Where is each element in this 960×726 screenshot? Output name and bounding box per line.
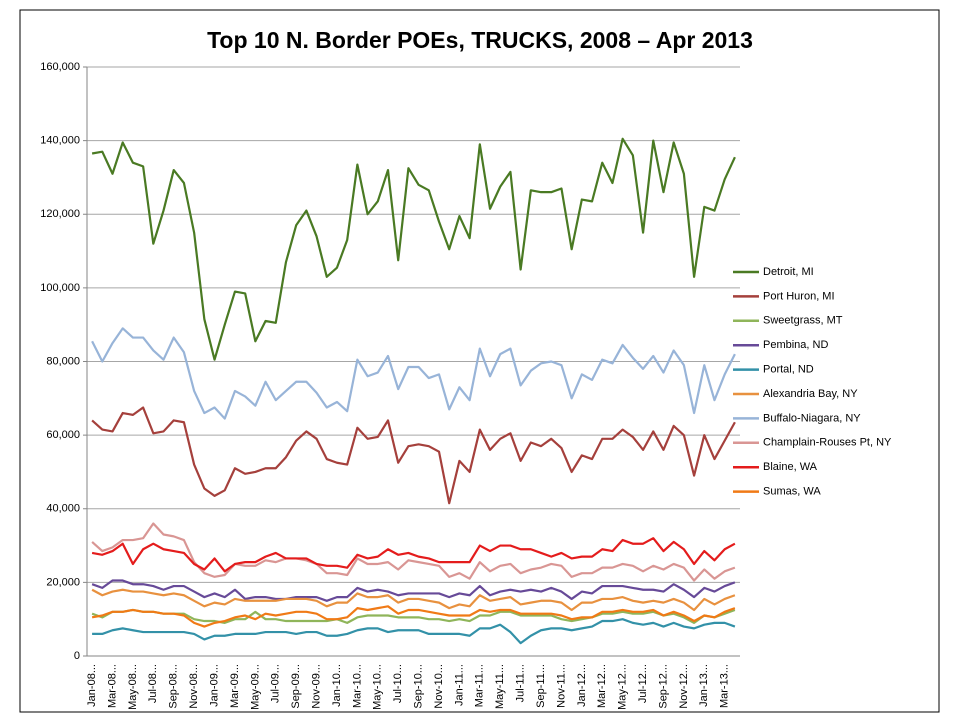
x-tick-label: Jul-10... bbox=[392, 664, 404, 703]
x-tick-label: Mar-11... bbox=[474, 664, 486, 707]
x-tick-label: May-11... bbox=[494, 664, 506, 709]
series-line bbox=[91, 608, 736, 624]
series-line bbox=[91, 327, 736, 420]
x-tick-label: Sep-09... bbox=[290, 664, 302, 709]
y-tick-label: 140,000 bbox=[40, 135, 80, 147]
series-line bbox=[91, 522, 736, 582]
x-tick-label: Sep-10... bbox=[413, 664, 425, 709]
legend-label: Champlain-Rouses Pt, NY bbox=[763, 437, 892, 449]
y-tick-label: 80,000 bbox=[46, 355, 80, 367]
x-tick-label: Mar-13... bbox=[719, 664, 731, 708]
y-tick-label: 40,000 bbox=[46, 503, 80, 515]
x-tick-label: Jan-13... bbox=[698, 664, 710, 707]
x-tick-label: Jan-09... bbox=[208, 664, 220, 707]
chart-title: Top 10 N. Border POEs, TRUCKS, 2008 – Ap… bbox=[207, 27, 753, 53]
y-tick-label: 100,000 bbox=[40, 282, 80, 294]
x-tick-label: May-10... bbox=[372, 664, 384, 710]
x-tick-label: Mar-09... bbox=[229, 664, 241, 708]
series-line bbox=[91, 137, 736, 361]
x-tick-label: Nov-12... bbox=[678, 664, 690, 709]
x-tick-label: Jan-11... bbox=[453, 664, 465, 706]
x-tick-label: Jul-09... bbox=[270, 664, 282, 703]
y-tick-label: 0 bbox=[74, 650, 80, 662]
series-line bbox=[92, 618, 736, 645]
x-tick-label: May-08... bbox=[127, 664, 139, 710]
y-tick-label: 160,000 bbox=[40, 61, 80, 73]
x-tick-label: Mar-08... bbox=[106, 664, 118, 708]
x-tick-label: Sep-11... bbox=[535, 664, 547, 708]
x-tick-label: Nov-11... bbox=[555, 664, 567, 708]
series-line bbox=[91, 579, 736, 602]
x-tick-label: Nov-09... bbox=[310, 664, 322, 709]
chart-border bbox=[19, 9, 940, 713]
x-tick-label: Jan-08... bbox=[86, 664, 98, 707]
x-tick-label: Mar-10... bbox=[351, 664, 363, 708]
x-tick-label: Nov-10... bbox=[433, 664, 445, 709]
series-line bbox=[91, 588, 736, 612]
x-tick-label: Nov-08... bbox=[188, 664, 200, 709]
series-line bbox=[91, 605, 736, 628]
y-tick-label: 120,000 bbox=[40, 208, 80, 220]
legend-label: Alexandria Bay, NY bbox=[763, 388, 858, 400]
x-tick-label: Sep-08... bbox=[168, 664, 180, 709]
y-tick-label: 20,000 bbox=[46, 576, 80, 588]
legend-label: Sweetgrass, MT bbox=[763, 315, 843, 327]
legend-label: Pembina, ND bbox=[763, 339, 828, 351]
x-tick-label: May-09... bbox=[249, 664, 261, 710]
legend-label: Portal, ND bbox=[763, 364, 814, 376]
x-tick-label: May-12... bbox=[617, 664, 629, 710]
x-tick-label: Sep-12... bbox=[657, 664, 669, 709]
legend-label: Buffalo-Niagara, NY bbox=[763, 412, 861, 424]
x-tick-label: Jul-11... bbox=[515, 664, 527, 702]
y-tick-label: 60,000 bbox=[46, 429, 80, 441]
series-line bbox=[91, 537, 736, 573]
x-tick-label: Jul-12... bbox=[637, 664, 649, 703]
legend-label: Blaine, WA bbox=[763, 461, 818, 473]
x-tick-label: Mar-12... bbox=[596, 664, 608, 708]
legend-label: Detroit, MI bbox=[763, 266, 814, 278]
x-tick-label: Jan-10... bbox=[331, 664, 343, 707]
legend-label: Port Huron, MI bbox=[763, 290, 835, 302]
x-tick-label: Jan-12... bbox=[576, 664, 588, 707]
x-tick-label: Jul-08... bbox=[147, 664, 159, 703]
series-line bbox=[91, 406, 736, 505]
legend-label: Sumas, WA bbox=[763, 486, 821, 498]
